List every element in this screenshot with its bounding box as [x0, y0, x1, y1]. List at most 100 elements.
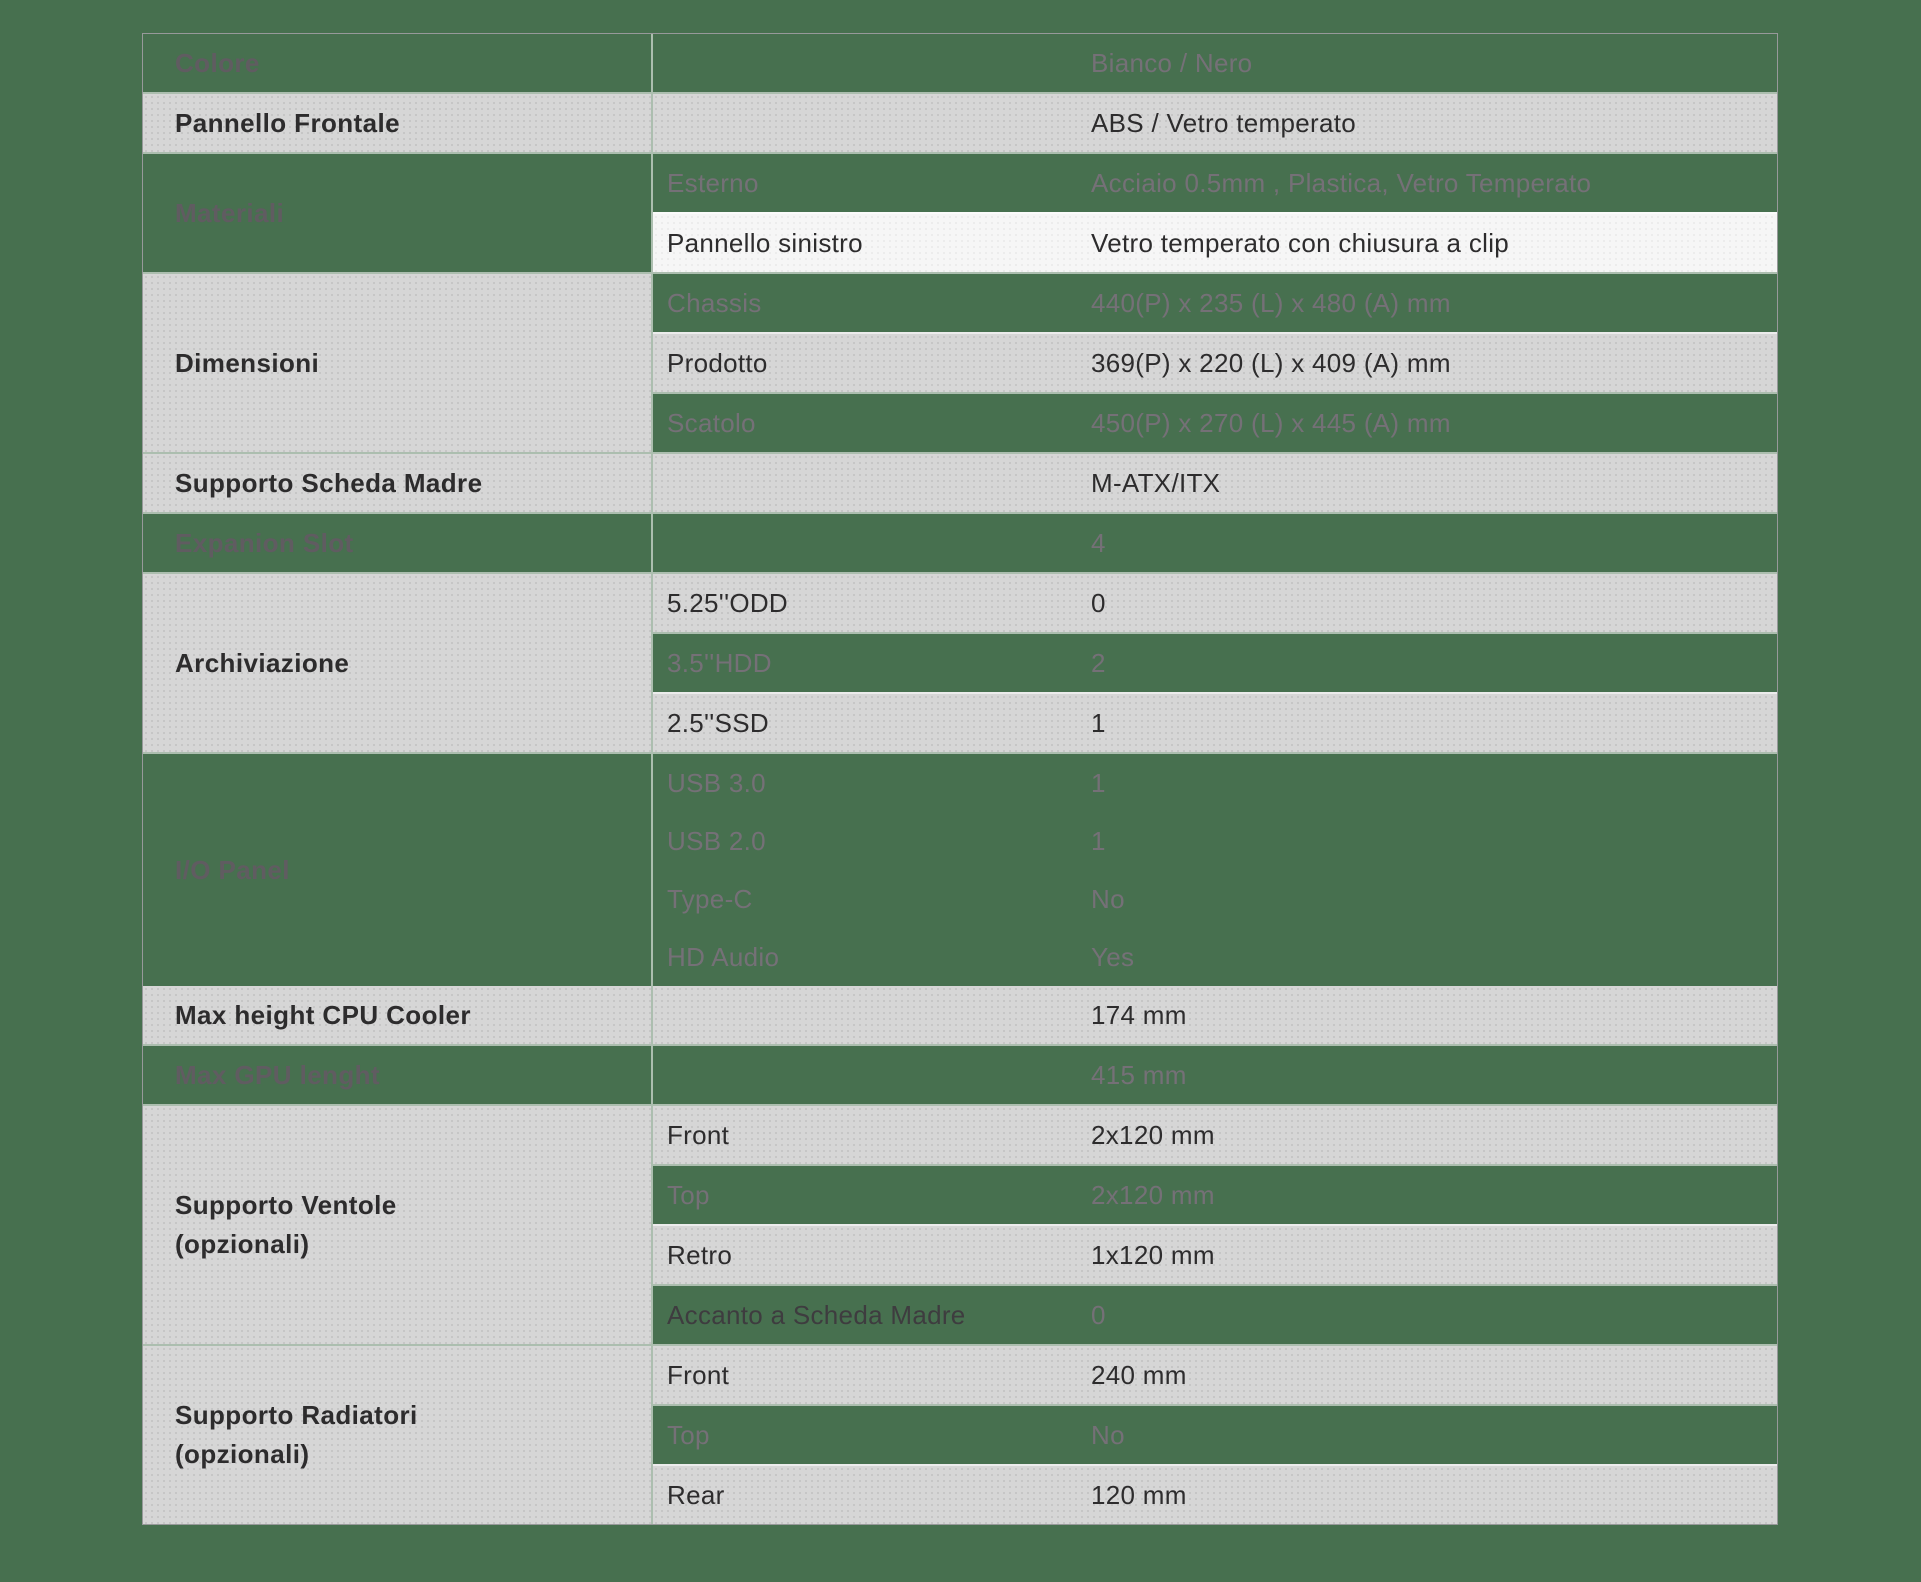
spec-section-pannello-frontale: Pannello Frontale ABS / Vetro temperato	[143, 92, 1777, 152]
spec-value: 1	[1091, 825, 1106, 856]
section-rows: Front 240 mm Top No Rear 120 mm	[651, 1346, 1777, 1524]
spec-value: 450(P) x 270 (L) x 445 (A) mm	[1091, 407, 1451, 438]
sub-label: HD Audio	[667, 941, 780, 972]
group-label: Expanion Slot	[175, 527, 354, 558]
sub-label: Rear	[667, 1479, 725, 1510]
spec-row: 3.5''HDD 2	[653, 632, 1777, 692]
section-rows: M-ATX/ITX	[651, 454, 1777, 512]
section-rows: ABS / Vetro temperato	[651, 94, 1777, 152]
spec-value: 120 mm	[1091, 1479, 1187, 1510]
spec-value: 2x120 mm	[1091, 1179, 1215, 1210]
group-label: Pannello Frontale	[143, 94, 651, 152]
sub-label: Chassis	[667, 287, 762, 318]
spec-value: Bianco / Nero	[1091, 47, 1253, 78]
spec-section-supporto-ventole: Supporto Ventole (opzionali) Front 2x120 m…	[143, 1104, 1777, 1344]
spec-value: 174 mm	[1091, 999, 1187, 1030]
spec-row: Front 2x120 mm	[653, 1106, 1777, 1164]
group-label: Max height CPU Cooler	[143, 986, 651, 1044]
group-label: Max GPU lenght	[175, 1059, 380, 1090]
spec-row: Retro 1x120 mm	[653, 1224, 1777, 1284]
section-rows: 4	[651, 514, 1777, 572]
spec-row: Scatolo 450(P) x 270 (L) x 445 (A) mm	[653, 392, 1777, 452]
group-label: Supporto Radiatori (opzionali)	[143, 1346, 651, 1524]
spec-section-max-height-cpu-cooler: Max height CPU Cooler 174 mm	[143, 986, 1777, 1044]
spec-row: 174 mm	[653, 986, 1777, 1044]
spec-row: USB 3.0 1	[653, 754, 1777, 812]
spec-value: 440(P) x 235 (L) x 480 (A) mm	[1091, 287, 1451, 318]
spec-section-archiviazione: Archiviazione 5.25''ODD 0 3.5''HDD 2 2.5''SSD…	[143, 572, 1777, 752]
spec-row: Type-C No	[653, 870, 1777, 928]
spec-row: Front 240 mm	[653, 1346, 1777, 1404]
spec-table: Colore Bianco / Nero Pannello Frontale ABS …	[142, 33, 1778, 1525]
sub-label: Top	[667, 1419, 710, 1450]
spec-value: Yes	[1091, 941, 1135, 972]
spec-row: Chassis 440(P) x 235 (L) x 480 (A) mm	[653, 274, 1777, 332]
spec-value: M-ATX/ITX	[1091, 467, 1221, 498]
group-label: I/O Panel	[175, 854, 290, 885]
spec-value: 2x120 mm	[1091, 1119, 1215, 1150]
sub-label: USB 2.0	[667, 825, 766, 856]
spec-value: 1	[1091, 707, 1106, 738]
spec-row: 5.25''ODD 0	[653, 574, 1777, 632]
section-rows: Esterno Acciaio 0.5mm , Plastica, Vetro T…	[651, 154, 1777, 272]
sub-label: 2.5''SSD	[667, 707, 769, 738]
section-rows: Chassis 440(P) x 235 (L) x 480 (A) mm Prod…	[651, 274, 1777, 452]
spec-row: 4	[653, 514, 1777, 572]
sub-label: Pannello sinistro	[667, 227, 863, 258]
section-rows: USB 3.0 1 USB 2.0 1 Type-C No HD Audio Yes	[651, 754, 1777, 986]
group-label: Archiviazione	[143, 574, 651, 752]
spec-value: 1	[1091, 767, 1106, 798]
spec-row: ABS / Vetro temperato	[653, 94, 1777, 152]
spec-value: Vetro temperato con chiusura a clip	[1091, 227, 1510, 258]
spec-section-colore: Colore Bianco / Nero	[143, 34, 1777, 92]
spec-value: Acciaio 0.5mm , Plastica, Vetro Temperat…	[1091, 167, 1592, 198]
spec-value: 0	[1091, 1299, 1106, 1330]
sub-label: 5.25''ODD	[667, 587, 789, 618]
spec-value: ABS / Vetro temperato	[1091, 107, 1356, 138]
spec-row: Accanto a Scheda Madre 0	[653, 1284, 1777, 1344]
sub-label: USB 3.0	[667, 767, 766, 798]
sub-label: Prodotto	[667, 347, 768, 378]
group-label: Materiali	[175, 197, 285, 228]
spec-section-io-panel: I/O Panel USB 3.0 1 USB 2.0 1 Type-C No HD Audi…	[143, 752, 1777, 986]
section-rows: Bianco / Nero	[651, 34, 1777, 92]
sub-label: Front	[667, 1119, 730, 1150]
spec-section-expanion-slot: Expanion Slot 4	[143, 512, 1777, 572]
group-label: Supporto Scheda Madre	[143, 454, 651, 512]
group-label: Dimensioni	[143, 274, 651, 452]
spec-row: M-ATX/ITX	[653, 454, 1777, 512]
spec-value: 369(P) x 220 (L) x 409 (A) mm	[1091, 347, 1451, 378]
sub-label: Retro	[667, 1239, 733, 1270]
spec-row: Esterno Acciaio 0.5mm , Plastica, Vetro T…	[653, 154, 1777, 212]
spec-row: 2.5''SSD 1	[653, 692, 1777, 752]
section-rows: 415 mm	[651, 1046, 1777, 1104]
sub-label: Top	[667, 1179, 710, 1210]
spec-value: 4	[1091, 527, 1106, 558]
spec-row: USB 2.0 1	[653, 812, 1777, 870]
sub-label: Type-C	[667, 883, 753, 914]
spec-row: Rear 120 mm	[653, 1464, 1777, 1524]
group-label: Supporto Ventole (opzionali)	[143, 1106, 651, 1344]
spec-row: Bianco / Nero	[653, 34, 1777, 92]
spec-section-materiali: Materiali Esterno Acciaio 0.5mm , Plastica…	[143, 152, 1777, 272]
sub-label: 3.5''HDD	[667, 647, 772, 678]
section-rows: 5.25''ODD 0 3.5''HDD 2 2.5''SSD 1	[651, 574, 1777, 752]
spec-row: HD Audio Yes	[653, 928, 1777, 986]
spec-value: No	[1091, 883, 1125, 914]
spec-row: Top No	[653, 1404, 1777, 1464]
spec-row: Top 2x120 mm	[653, 1164, 1777, 1224]
spec-value: No	[1091, 1419, 1125, 1450]
spec-row: Prodotto 369(P) x 220 (L) x 409 (A) mm	[653, 332, 1777, 392]
spec-value: 2	[1091, 647, 1106, 678]
section-rows: Front 2x120 mm Top 2x120 mm Retro 1x120 mm Acc…	[651, 1106, 1777, 1344]
spec-section-supporto-radiatori: Supporto Radiatori (opzionali) Front 240 m…	[143, 1344, 1777, 1524]
sub-label: Scatolo	[667, 407, 756, 438]
sub-label: Esterno	[667, 167, 759, 198]
group-label: Colore	[175, 47, 260, 78]
spec-section-supporto-scheda-madre: Supporto Scheda Madre M-ATX/ITX	[143, 452, 1777, 512]
spec-value: 0	[1091, 587, 1106, 618]
spec-value: 415 mm	[1091, 1059, 1187, 1090]
sub-label: Front	[667, 1359, 730, 1390]
spec-row: 415 mm	[653, 1046, 1777, 1104]
section-rows: 174 mm	[651, 986, 1777, 1044]
